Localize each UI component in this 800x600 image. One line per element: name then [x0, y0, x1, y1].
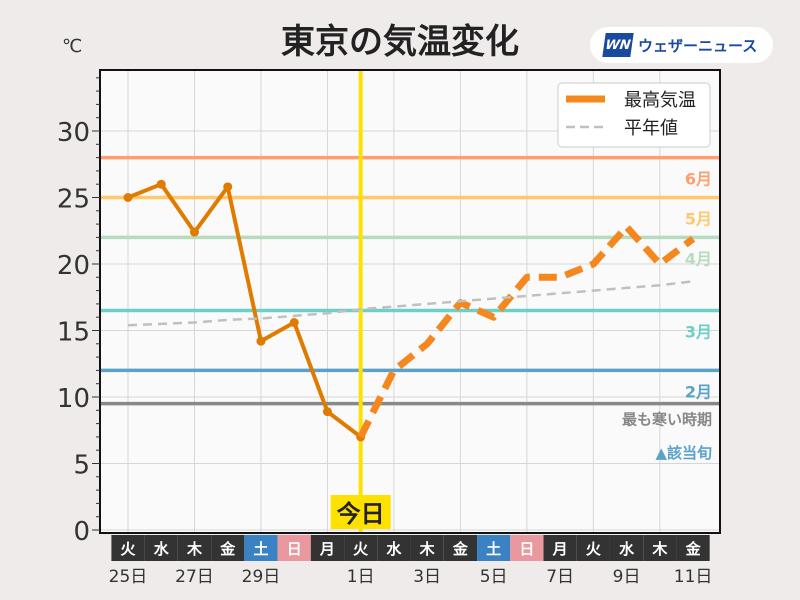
y-tick-label: 20 [57, 251, 90, 281]
weekday-cell [277, 535, 311, 561]
weekday-cell [477, 535, 511, 561]
date-label: 3日 [413, 567, 441, 587]
weekday-label: 金 [452, 540, 469, 558]
weekday-cell [576, 535, 610, 561]
reference-label: 4月 [685, 249, 712, 268]
weekday-label: 火 [586, 540, 602, 558]
data-point [289, 318, 299, 328]
weekday-cell [111, 535, 145, 561]
y-tick-label: 30 [57, 118, 90, 148]
reference-label: 5月 [685, 210, 712, 229]
weekday-cell [543, 535, 577, 561]
data-point [189, 227, 199, 237]
weekday-cell [443, 535, 477, 561]
weekday-cell [410, 535, 444, 561]
date-label: 5日 [480, 567, 508, 587]
logo-text: ウェザーニュース [638, 36, 758, 55]
weekday-label: 金 [685, 540, 702, 558]
date-label: 27日 [175, 567, 214, 587]
reference-label: 2月 [685, 382, 712, 401]
y-tick-label: 5 [73, 451, 90, 481]
y-axis-unit: ℃ [62, 36, 82, 57]
y-tick-label: 0 [73, 517, 90, 547]
date-label: 7日 [546, 567, 574, 587]
date-label: 25日 [109, 567, 148, 587]
legend-swatch-dot [598, 95, 605, 103]
weekday-cell [211, 535, 245, 561]
y-tick-label: 25 [57, 185, 90, 215]
weekday-label: 日 [519, 540, 534, 558]
date-label: 29日 [242, 567, 281, 587]
weekday-cell [510, 535, 544, 561]
weekday-cell [643, 535, 677, 561]
series-line [127, 182, 362, 439]
series-line [357, 223, 696, 439]
weekday-cell [676, 535, 710, 561]
weekday-label: 木 [651, 540, 668, 558]
weekday-label: 金 [219, 540, 236, 558]
weekday-cell [177, 535, 212, 561]
weekday-label: 月 [552, 540, 568, 558]
today-label: 今日 [337, 500, 385, 528]
reference-label: 6月 [685, 170, 712, 189]
weekday-label: 月 [319, 540, 335, 558]
data-point [256, 336, 266, 346]
weekday-cell [377, 535, 411, 561]
chart-title: 東京の気温変化 [281, 22, 519, 62]
weekday-cell [144, 535, 178, 561]
weekday-label: 水 [619, 540, 635, 558]
weekday-cell [610, 535, 644, 561]
weekday-label: 木 [186, 540, 203, 558]
weathernews-logo: WN ウェザーニュース [590, 27, 773, 63]
legend-label: 平年値 [624, 118, 678, 139]
y-tick-label: 10 [57, 384, 90, 414]
weekday-label: 火 [120, 540, 136, 558]
weekday-cell [344, 535, 378, 561]
weekday-cell [310, 535, 345, 561]
data-point [156, 179, 166, 189]
data-point [223, 182, 233, 192]
weekday-cell [244, 535, 278, 561]
today-badge [330, 495, 391, 529]
weekday-label: 土 [486, 540, 501, 558]
weekday-label: 火 [353, 540, 369, 558]
legend-label: 最高気温 [624, 90, 696, 111]
data-point [123, 193, 133, 202]
weekday-label: 土 [253, 540, 268, 558]
reference-label: 最も寒い時期 [622, 411, 712, 429]
weekday-label: 日 [287, 540, 302, 558]
date-label: 11日 [674, 567, 713, 587]
y-tick-label: 15 [57, 318, 90, 348]
weekday-label: 水 [386, 540, 402, 558]
date-label: 1日 [347, 567, 375, 587]
weekday-label: 水 [154, 540, 170, 558]
date-label: 9日 [613, 567, 641, 587]
data-point [322, 407, 332, 417]
plot-border [99, 69, 721, 534]
series-line [127, 280, 694, 327]
weekday-label: 木 [419, 540, 436, 558]
reference-label: 3月 [685, 323, 712, 342]
footnote-label: ▲該当旬 [655, 444, 712, 462]
